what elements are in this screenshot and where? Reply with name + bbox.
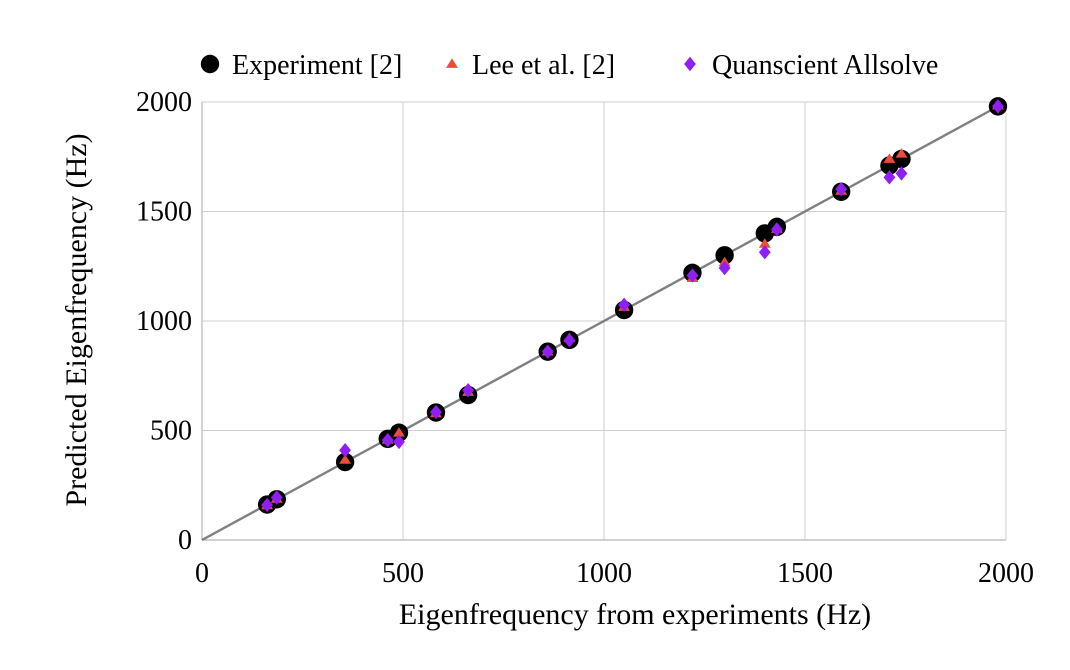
reference-line [201,100,1007,542]
legend-label-lee-et-al-2: Lee et al. [2] [472,50,615,81]
quanscient-allsolve-point-1 [261,497,274,513]
legend-label-quanscient-allsolve: Quanscient Allsolve [712,50,938,81]
experiment-2-point-12 [715,246,734,265]
legend-marker-lee-et-al-2 [446,58,458,68]
quanscient-allsolve-point-14 [770,222,783,237]
quanscient-allsolve-point-3 [339,443,352,458]
quanscient-allsolve-point-15 [835,181,848,197]
lee-et-al-2-point-13 [758,238,771,248]
legend-label-experiment-2: Experiment [2] [232,50,402,81]
quanscient-allsolve-point-8 [541,344,554,359]
legend-marker-quanscient-allsolve [684,56,696,72]
quanscient-allsolve-point-12 [718,260,731,276]
tick-layer: 0 500 1000 1500 2000 0 500 1000 1500 2000 [136,87,1034,589]
quanscient-allsolve-point-6 [430,404,442,420]
quanscient-allsolve-point-13 [758,245,771,260]
reference-layer [201,100,1007,542]
quanscient-allsolve-point-7 [462,383,475,398]
x-tick-label-1500: 1500 [777,558,833,589]
y-tick-label-500: 500 [150,416,192,447]
quanscient-allsolve-point-10 [618,297,631,312]
quanscient-allsolve-point-11 [686,268,699,283]
x-tick-label-2000: 2000 [978,558,1034,589]
quanscient-allsolve-point-9 [563,333,576,348]
legend: Experiment [2] Lee et al. [2] Quanscient A… [200,50,938,81]
x-tick-label-0: 0 [195,558,209,589]
quanscient-allsolve-point-17 [895,166,908,181]
quanscient-allsolve-point-18 [992,99,1004,114]
quanscient-allsolve-point-5 [393,434,405,450]
lee-et-al-2-point-5 [393,427,405,437]
y-tick-label-0: 0 [178,525,192,556]
lee-et-al-2-point-3 [339,454,352,464]
x-tick-label-1000: 1000 [576,558,632,589]
y-tick-label-1000: 1000 [136,306,192,337]
lee-et-al-2-point-17 [895,148,908,158]
x-tick-label-500: 500 [382,558,424,589]
y-tick-label-2000: 2000 [136,87,192,118]
y-axis-label: Predicted Eigenfrequency (Hz) [60,133,93,506]
y-tick-label-1500: 1500 [136,197,192,228]
quanscient-allsolve-point-16 [883,170,896,185]
quanscient-allsolve-point-4 [381,432,394,448]
experiment-2-point-17 [892,149,911,169]
lee-et-al-2-point-16 [883,153,896,163]
legend-marker-experiment-2 [200,54,220,74]
quanscient-allsolve-point-2 [270,490,283,505]
x-axis-label: Eigenfrequency from experiments (Hz) [399,598,871,631]
series-layer [257,97,1008,514]
grid-layer [201,101,1007,541]
